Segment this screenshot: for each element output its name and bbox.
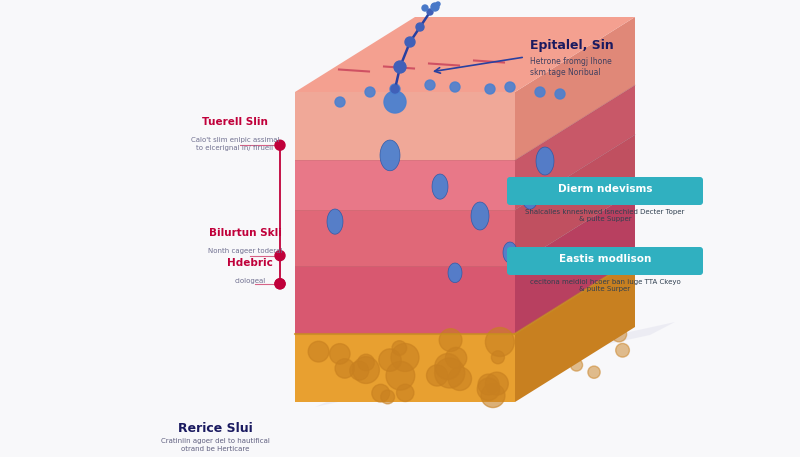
- Polygon shape: [522, 184, 538, 209]
- Text: cecitona meidiol hcoer ban iuge TTA Ckeyo
& pulte Surper: cecitona meidiol hcoer ban iuge TTA Ckey…: [530, 279, 680, 292]
- Circle shape: [616, 343, 630, 357]
- Circle shape: [431, 3, 439, 11]
- Circle shape: [427, 9, 433, 15]
- Circle shape: [478, 378, 500, 400]
- Circle shape: [275, 250, 285, 260]
- Text: Bilurtun Skli: Bilurtun Skli: [209, 228, 282, 238]
- Circle shape: [434, 354, 461, 379]
- Circle shape: [448, 367, 471, 390]
- Circle shape: [625, 276, 634, 284]
- Text: Shalcalles knneshwed Isnechied Decter Toper
& pulte Supper: Shalcalles knneshwed Isnechied Decter To…: [526, 209, 685, 223]
- Circle shape: [425, 80, 435, 90]
- FancyBboxPatch shape: [507, 177, 703, 205]
- Polygon shape: [515, 135, 635, 266]
- Polygon shape: [295, 160, 515, 210]
- Polygon shape: [295, 92, 515, 160]
- Text: Epitalel, Sin: Epitalel, Sin: [530, 39, 614, 52]
- Circle shape: [394, 61, 406, 73]
- Circle shape: [555, 89, 565, 99]
- Text: Hetrone fromgj Ihone
skm tage Noribual: Hetrone fromgj Ihone skm tage Noribual: [530, 57, 612, 77]
- Circle shape: [486, 372, 508, 395]
- Polygon shape: [327, 209, 343, 234]
- Circle shape: [353, 356, 379, 383]
- Circle shape: [478, 374, 499, 395]
- Circle shape: [391, 85, 399, 93]
- Text: Dierm ndevisms: Dierm ndevisms: [558, 184, 652, 194]
- Circle shape: [381, 390, 394, 404]
- Circle shape: [446, 347, 466, 369]
- Circle shape: [386, 361, 414, 390]
- Circle shape: [485, 84, 495, 94]
- Circle shape: [618, 278, 634, 294]
- Polygon shape: [315, 322, 675, 407]
- Circle shape: [275, 140, 285, 150]
- Circle shape: [619, 299, 629, 308]
- Circle shape: [384, 91, 406, 113]
- Circle shape: [450, 82, 460, 92]
- Polygon shape: [295, 334, 515, 402]
- Circle shape: [275, 279, 285, 289]
- Text: Eastis modlison: Eastis modlison: [559, 254, 651, 264]
- Circle shape: [567, 324, 584, 341]
- Circle shape: [588, 366, 600, 378]
- Polygon shape: [471, 202, 489, 230]
- Text: ciologeal: ciologeal: [234, 278, 266, 284]
- Polygon shape: [515, 17, 635, 160]
- Circle shape: [308, 341, 329, 362]
- Text: Tuerell Slin: Tuerell Slin: [202, 117, 268, 127]
- Circle shape: [558, 343, 567, 353]
- Polygon shape: [295, 266, 515, 334]
- Polygon shape: [295, 17, 635, 92]
- FancyBboxPatch shape: [507, 247, 703, 275]
- Text: Rerice Slui: Rerice Slui: [178, 422, 252, 435]
- Circle shape: [434, 358, 465, 388]
- Circle shape: [486, 328, 514, 356]
- Circle shape: [392, 341, 406, 356]
- Circle shape: [372, 384, 390, 402]
- Circle shape: [358, 354, 374, 371]
- Circle shape: [481, 383, 505, 408]
- Polygon shape: [503, 242, 517, 263]
- Polygon shape: [448, 263, 462, 282]
- Circle shape: [436, 2, 440, 6]
- Circle shape: [365, 87, 375, 97]
- Polygon shape: [295, 210, 515, 266]
- Circle shape: [335, 359, 354, 378]
- Circle shape: [439, 329, 462, 351]
- Circle shape: [391, 343, 419, 372]
- Text: Hdebric: Hdebric: [227, 258, 273, 268]
- Circle shape: [613, 318, 626, 331]
- Circle shape: [405, 37, 415, 47]
- Polygon shape: [380, 140, 400, 171]
- Polygon shape: [515, 85, 635, 210]
- Text: Cratiniin agoer del to hautifical
otrand be Herticare: Cratiniin agoer del to hautifical otrand…: [161, 438, 270, 452]
- Circle shape: [505, 82, 515, 92]
- Polygon shape: [515, 191, 635, 334]
- Circle shape: [275, 279, 285, 289]
- Polygon shape: [536, 147, 554, 175]
- Circle shape: [330, 344, 350, 364]
- Circle shape: [611, 327, 626, 342]
- Circle shape: [416, 23, 424, 31]
- Circle shape: [335, 97, 345, 107]
- Polygon shape: [515, 259, 635, 402]
- Circle shape: [350, 361, 369, 380]
- Text: Nonth cageer toderal: Nonth cageer toderal: [208, 248, 282, 254]
- Circle shape: [570, 359, 582, 371]
- Circle shape: [535, 87, 545, 97]
- Text: Calo't slim enlpic assimal
to elcerignal in/ firuell: Calo't slim enlpic assimal to elcerignal…: [190, 137, 279, 151]
- Circle shape: [378, 349, 402, 371]
- Circle shape: [491, 351, 505, 364]
- Circle shape: [422, 5, 428, 11]
- Circle shape: [426, 365, 448, 386]
- Polygon shape: [432, 174, 448, 199]
- Circle shape: [390, 84, 400, 94]
- Circle shape: [397, 384, 414, 402]
